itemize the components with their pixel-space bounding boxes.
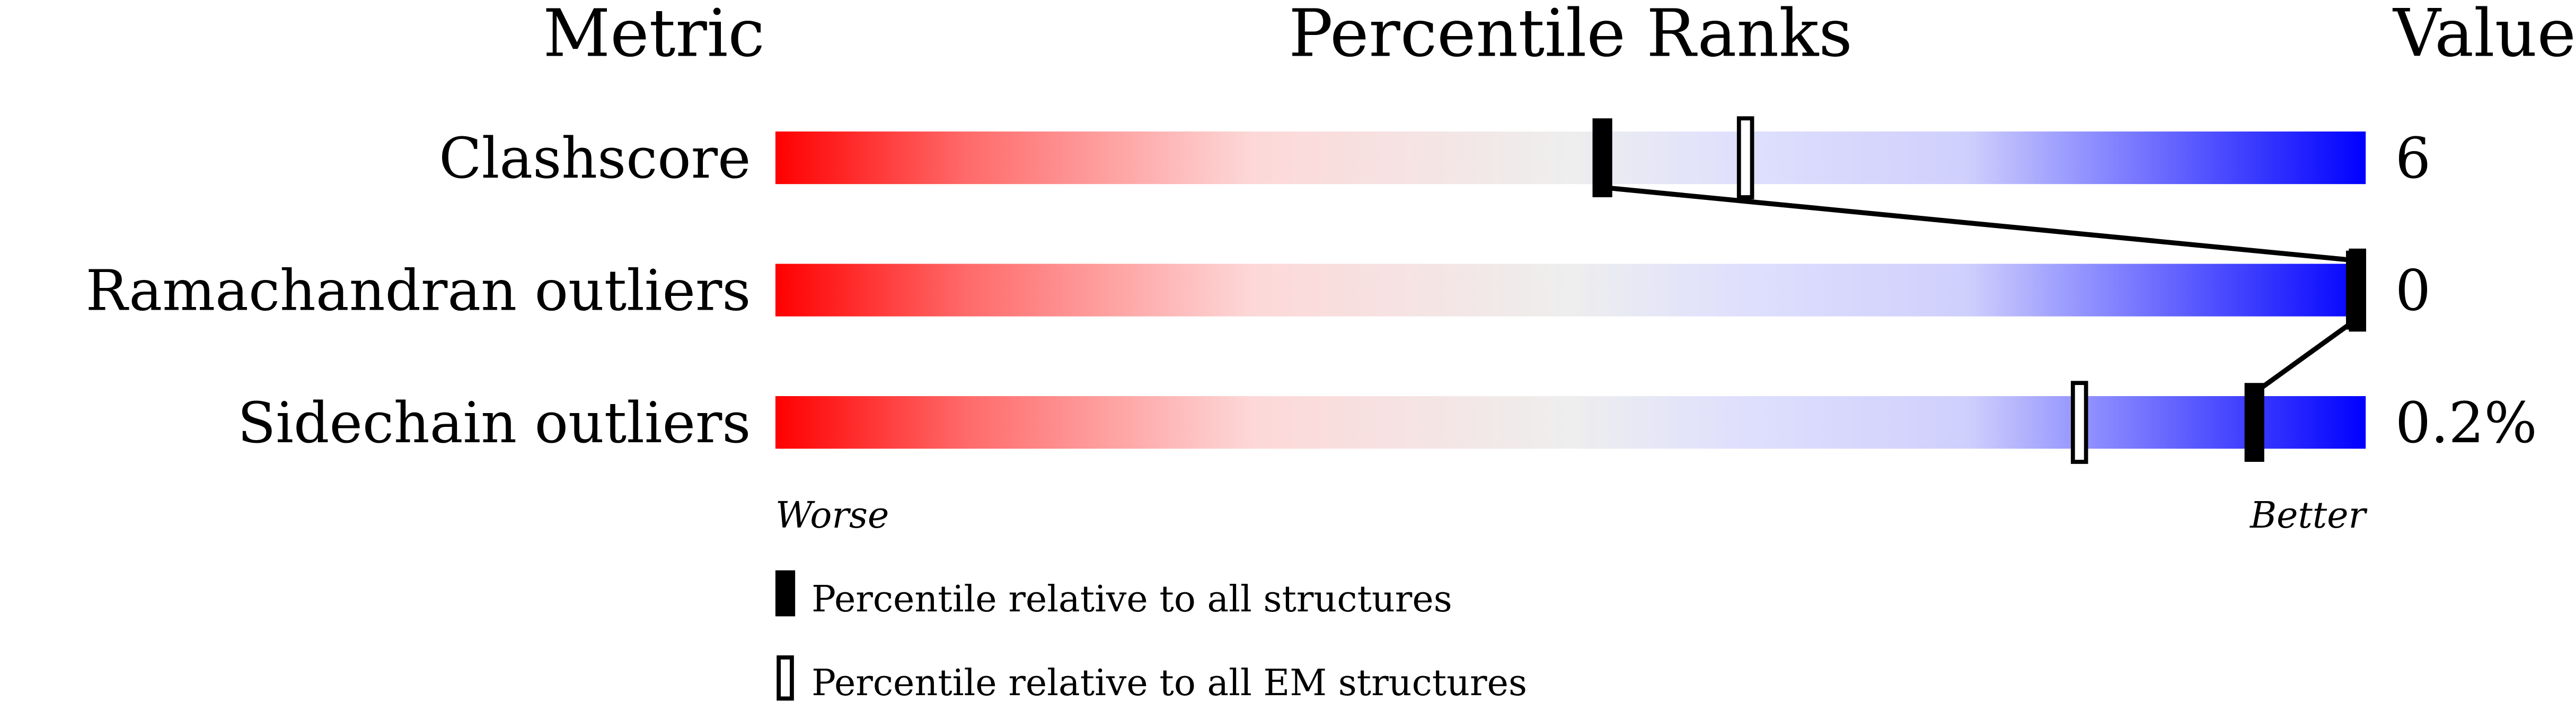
metric-value: 0	[2395, 258, 2431, 323]
header-value: Value	[2392, 0, 2576, 72]
header-percentile-ranks: Percentile Ranks	[1289, 0, 1852, 72]
legend-all-marker	[775, 570, 796, 617]
legend-em-label: Percentile relative to all EM structures	[811, 662, 1527, 701]
all-percentile-marker	[2244, 383, 2264, 462]
better-label: Better	[2249, 495, 2368, 537]
percentile-bar	[775, 396, 2366, 449]
legend-em-marker	[777, 655, 794, 701]
metric-label: Sidechain outliers	[237, 390, 751, 455]
metric-label: Clashscore	[439, 126, 751, 191]
percentile-bar	[775, 264, 2366, 317]
all-percentile-marker	[1592, 118, 1612, 197]
percentile-bar	[775, 131, 2366, 185]
metric-label: Ramachandran outliers	[86, 258, 751, 323]
connector-line	[1602, 185, 2357, 263]
all-percentile-marker	[2346, 250, 2366, 330]
legend-all-label: Percentile relative to all structures	[811, 579, 1452, 620]
em-percentile-marker	[1736, 116, 1754, 199]
connector-line	[2253, 318, 2358, 395]
metric-value: 0.2%	[2395, 390, 2537, 455]
worse-label: Worse	[775, 495, 889, 537]
header-metric: Metric	[543, 0, 764, 72]
metric-value: 6	[2395, 126, 2431, 191]
em-percentile-marker	[2070, 381, 2088, 464]
